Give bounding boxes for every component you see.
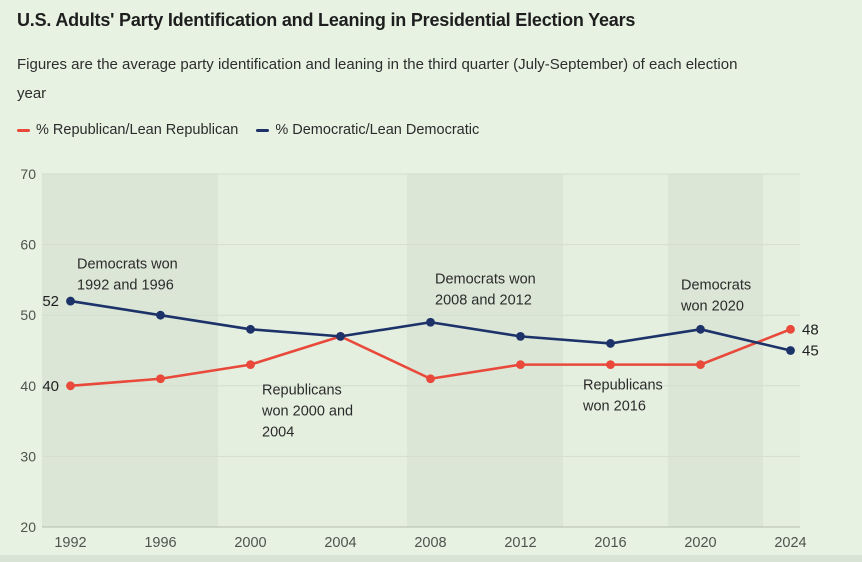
chart-legend: % Republican/Lean Republican % Democrati… [17,122,479,138]
y-axis-label-50: 50 [20,307,36,323]
democratic-win-band [42,174,218,527]
x-axis-label-1996: 1996 [144,535,176,551]
data-point-republican-1996[interactable] [156,374,165,384]
democratic-win-band [668,174,763,527]
data-point-republican-2000[interactable] [246,360,255,370]
value-label-democratic-end: 45 [802,343,819,360]
chart-svg: 20 30 40 50 60 70 1992 1996 2000 2004 2008 2012 2016… [20,166,819,551]
data-point-democratic-2024[interactable] [786,346,795,355]
data-point-democratic-2016[interactable] [606,339,615,348]
x-axis-label-2020: 2020 [684,535,716,551]
legend-label-democratic: % Democratic/Lean Democratic [275,122,480,138]
data-point-democratic-2000[interactable] [246,324,255,334]
data-point-republican-2012[interactable] [516,360,525,370]
democratic-line-swatch [256,128,270,132]
y-axis-label-40: 40 [20,378,36,394]
legend-label-republican: % Republican/Lean Republican [36,122,239,138]
chart-subtitle-line-2: year [17,85,47,102]
annotation-1-line-2: 2004 [262,425,294,441]
republican-line-swatch [17,128,30,132]
annotation-3-line-1: won 2016 [582,399,646,415]
y-axis-label-70: 70 [20,166,36,182]
data-point-republican-1992[interactable] [66,381,75,391]
x-axis-label-2008: 2008 [414,535,446,551]
x-axis-label-2012: 2012 [504,535,536,551]
democratic-win-band [407,174,563,527]
data-point-democratic-2004[interactable] [336,331,345,341]
data-point-democratic-1996[interactable] [156,310,165,320]
annotation-3-line-0: Republicans [583,378,663,394]
annotation-4-line-0: Democrats [681,278,751,294]
data-point-republican-2016[interactable] [606,360,615,370]
legend-item-republican: % Republican/Lean Republican [17,122,238,138]
x-axis-label-2004: 2004 [324,535,356,551]
data-point-democratic-2012[interactable] [516,331,525,341]
value-label-republican-end: 48 [802,321,819,338]
annotation-1-line-0: Republicans [262,383,342,399]
value-label-democratic-start: 52 [42,293,59,310]
data-point-democratic-1992[interactable] [66,296,75,306]
annotation-2-line-0: Democrats won [435,272,536,288]
annotation-0-line-1: 1992 and 1996 [77,278,174,294]
x-axis-label-2024: 2024 [774,535,806,551]
value-label-republican-start: 40 [42,378,59,395]
annotation-2-line-1: 2008 and 2012 [435,293,532,309]
y-axis-label-60: 60 [20,237,36,253]
data-point-republican-2020[interactable] [696,360,705,370]
data-point-republican-2024[interactable] [786,324,795,334]
legend-item-democratic: % Democratic/Lean Democratic [256,122,479,138]
data-point-democratic-2020[interactable] [696,324,705,334]
annotation-0-line-0: Democrats won [77,257,178,273]
annotation-1-line-1: won 2000 and [261,404,353,420]
line-chart: 20 30 40 50 60 70 1992 1996 2000 2004 2008 2012 2016… [0,160,862,562]
bottom-edge-strip [0,555,862,562]
chart-title: U.S. Adults' Party Identification and Le… [17,10,636,30]
x-axis-label-1992: 1992 [54,535,86,551]
data-point-democratic-2008[interactable] [426,317,435,327]
annotation-4-line-1: won 2020 [680,299,744,315]
chart-subtitle: Figures are the average party identifica… [17,50,737,108]
x-axis-label-2016: 2016 [594,535,626,551]
y-axis-label-30: 30 [20,448,36,464]
x-axis-label-2000: 2000 [234,535,266,551]
y-axis-label-20: 20 [20,519,36,535]
data-point-republican-2008[interactable] [426,374,435,384]
chart-subtitle-line-1: Figures are the average party identifica… [17,56,738,73]
